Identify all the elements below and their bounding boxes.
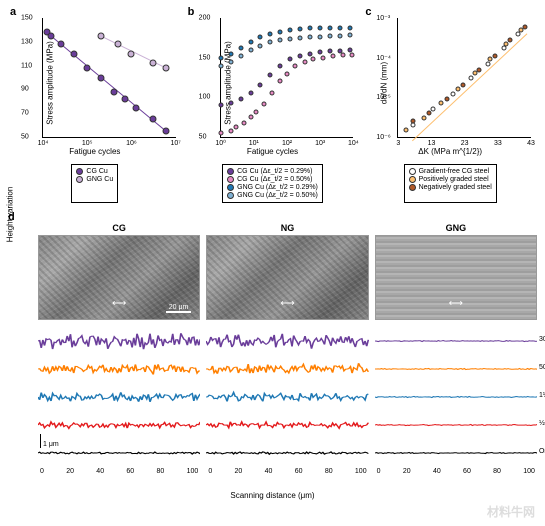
legend-b: CG Cu (Δε_t/2 = 0.29%)CG Cu (Δε_t/2 = 0.… [222,164,323,203]
panel-d-label: d [8,211,537,223]
legend-c: Gradient-free CG steelPositively graded … [404,164,497,203]
panel-b: b Stress amplitude (MPa) 10⁰10¹10²10³10⁴… [186,8,360,158]
chart-c-area: 31323334310⁻⁶10⁻⁵10⁻⁴10⁻³ [397,18,531,138]
chart-b-area: 10⁰10¹10²10³10⁴50100150200 [220,18,354,138]
chart-a-area: 10⁴10⁵10⁶10⁷507090110130150 [42,18,176,138]
panel-b-label: b [188,6,195,18]
watermark: 材料牛网 [487,503,535,520]
panel-a: a Stress amplitude (MPa) 10⁴10⁵10⁶10⁷507… [8,8,182,158]
panel-c-xlabel: ΔK (MPa m^{1/2}) [418,147,482,156]
panel-d-ylabel: Height variation [5,187,14,243]
panel-d-xlabel: Scanning distance (μm) [8,491,537,500]
panel-b-xlabel: Fatigue cycles [247,147,298,156]
panel-c-label: c [365,6,371,18]
legend-a: CG CuGNG Cu [71,164,118,203]
panel-d: d Height variation CG⟷20 μm1 μm020406080… [8,211,537,500]
panel-a-label: a [10,6,16,18]
panel-a-xlabel: Fatigue cycles [69,147,120,156]
panel-c: c da/dN (mm) 31323334310⁻⁶10⁻⁵10⁻⁴10⁻³ Δ… [363,8,537,158]
